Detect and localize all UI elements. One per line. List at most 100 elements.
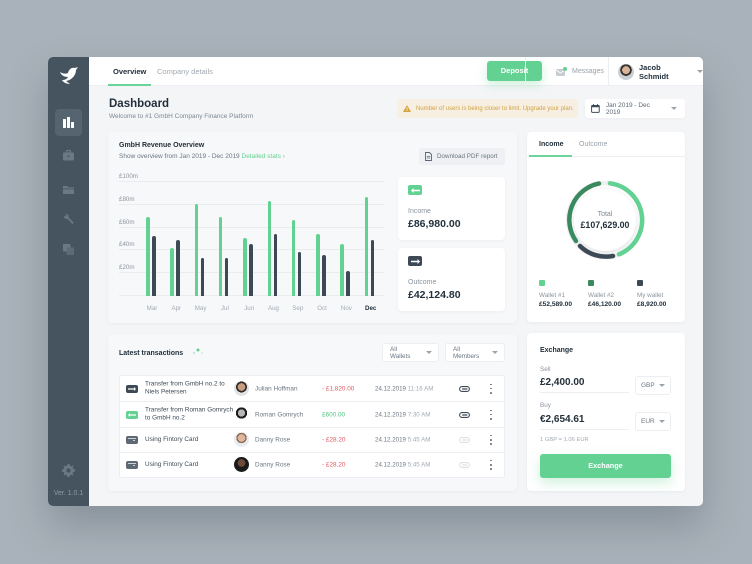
outcome-bar[interactable] [224,258,229,296]
briefcase-icon [63,149,74,161]
table-row[interactable]: Using Fintory Card Danny Rose - £28.20 24.1… [120,428,504,453]
x-axis-label[interactable]: Dec [365,305,377,312]
income-breakdown-card: Income Outcome Total £107,629.00 Wallet … [527,132,685,322]
more-options-icon[interactable] [489,409,493,420]
chevron-down-icon [659,384,665,387]
wallet-amount: £52,589.00 [539,301,573,308]
deposit-button[interactable]: Deposit [487,61,542,81]
x-axis-label[interactable]: Sep [292,305,304,312]
total-value: £107,629.00 [580,220,630,230]
bar-group-dec[interactable] [364,182,377,296]
outcome-bar[interactable] [152,235,156,296]
messages-label: Messages [572,68,604,75]
exchange-rate: 1 GBP = 1.06 EUR [540,437,589,443]
bar-group-aug[interactable] [267,182,280,296]
x-axis-label[interactable]: Nov [340,305,352,312]
divider [525,57,526,86]
date-range-select[interactable]: Jan 2019 - Dec 2019 [585,99,685,118]
transaction-amount: - £28.20 [322,436,346,444]
chevron-down-icon [659,420,665,423]
tab-outcome[interactable]: Outcome [579,141,608,148]
attachment-icon[interactable] [459,411,470,418]
outcome-bar[interactable] [176,240,180,296]
outcome-bar[interactable] [249,243,253,296]
income-bar[interactable] [267,201,271,296]
messages-button[interactable]: Messages [556,57,604,86]
x-axis-label[interactable]: Apr [171,305,182,312]
income-bar[interactable] [218,217,223,296]
members-filter-select[interactable]: All Members [445,343,505,362]
alert-text: Number of users is being closer to limit… [416,105,574,112]
bar-group-jun[interactable] [243,182,255,296]
outcome-bar[interactable] [297,251,302,296]
tab-overview[interactable]: Overview [107,57,152,86]
download-pdf-button[interactable]: Download PDF report [419,148,505,165]
x-axis-label[interactable]: Jun [244,305,255,312]
income-bar[interactable] [194,203,199,296]
y-axis-label: £80m [119,195,135,203]
warning-icon [403,105,411,112]
upgrade-alert[interactable]: Number of users is being closer to limit… [397,99,578,118]
bird-logo-icon[interactable] [57,63,81,87]
avatar [618,63,634,80]
outcome-bar[interactable] [273,234,277,296]
table-row[interactable]: Transfer from GmbH no.2 to Niels Peterse… [120,376,504,402]
sidebar-item-briefcase[interactable] [55,142,82,169]
outcome-bar[interactable] [370,240,375,296]
wallet-name: My wallet [637,292,664,299]
x-axis-label[interactable]: Mar [146,305,158,312]
sidebar-item-tools[interactable] [55,206,82,233]
x-axis-label[interactable]: Oct [317,305,327,312]
member-name: Julian Hoffman [255,385,298,392]
detailed-stats-link[interactable]: Detailed stats › [241,153,285,160]
sell-currency-value: GBP [641,382,655,389]
wrench-icon [63,214,74,224]
tab-income[interactable]: Income [539,141,564,148]
x-axis-label[interactable]: May [194,305,207,312]
sell-amount-input[interactable]: £2,400.00 [540,377,629,393]
calendar-icon [591,104,600,113]
attachment-icon[interactable] [459,385,470,392]
latest-transactions-card: Latest transactions All Wallets All Memb… [108,334,517,491]
income-bar[interactable] [291,219,296,296]
more-options-icon[interactable] [489,383,493,394]
user-name: Jacob Schmidt [639,62,669,81]
buy-amount-input[interactable]: €2,654.61 [540,414,629,430]
arrow-right-icon [126,384,138,393]
bar-group-may[interactable] [194,182,207,296]
version-label: Ver. 1.0.1 [53,490,84,497]
sidebar-item-copy[interactable] [55,236,82,263]
exchange-button[interactable]: Exchange [540,454,671,478]
x-axis-label[interactable]: Aug [267,305,279,312]
bar-group-jul[interactable] [218,182,231,296]
more-options-icon[interactable] [489,459,493,470]
bar-group-sep[interactable] [291,182,304,296]
bar-group-mar[interactable] [146,182,158,296]
outcome-bar[interactable] [346,270,350,296]
bar-group-apr[interactable] [170,182,182,296]
table-row[interactable]: Transfer from Roman Gomrych to GmbH no.2… [120,402,504,428]
table-row[interactable]: Using Fintory Card Danny Rose - £28.20 24.1… [120,453,504,478]
more-options-icon[interactable] [489,434,493,445]
income-bar[interactable] [340,243,344,296]
sidebar-item-dashboard[interactable] [55,109,82,136]
bar-group-oct[interactable] [316,182,328,296]
sell-currency-select[interactable]: GBP [635,376,671,395]
wallets-filter-select[interactable]: All Wallets [382,343,439,362]
income-bar[interactable] [364,196,369,296]
outcome-bar[interactable] [200,258,205,296]
attachment-icon[interactable] [459,461,470,468]
bar-group-nov[interactable] [340,182,352,296]
outcome-bar[interactable] [322,254,326,296]
user-menu[interactable]: Jacob Schmidt [618,57,703,86]
income-bar[interactable] [170,248,174,296]
income-bar[interactable] [316,234,320,296]
tab-company-details[interactable]: Company details [157,67,213,76]
sidebar-item-folder[interactable] [55,176,82,203]
attachment-icon[interactable] [459,436,470,443]
gear-icon[interactable] [61,463,76,478]
income-bar[interactable] [243,237,247,296]
income-bar[interactable] [146,217,150,296]
buy-currency-select[interactable]: EUR [635,412,671,431]
x-axis-label[interactable]: Jul [220,305,229,312]
